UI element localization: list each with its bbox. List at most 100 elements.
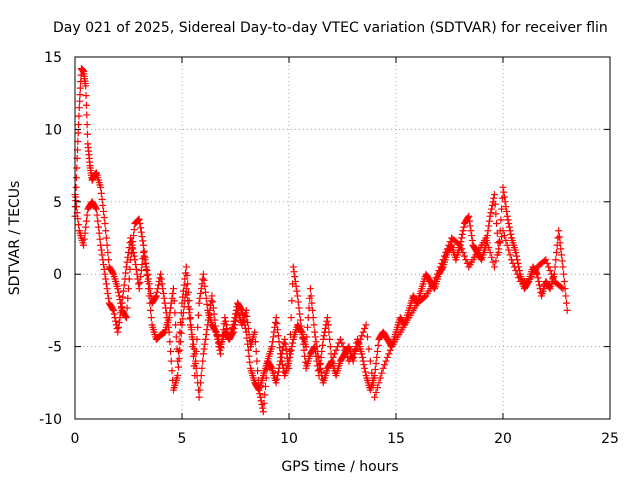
data-point bbox=[102, 227, 110, 235]
data-point bbox=[82, 92, 90, 100]
data-point bbox=[435, 267, 443, 275]
data-point bbox=[545, 263, 553, 271]
axis-ticks: 0 5 10 15 20 25 -10 -5 0 5 10 15 bbox=[39, 50, 619, 447]
data-point bbox=[102, 275, 110, 283]
data-point bbox=[442, 248, 450, 256]
data-point bbox=[498, 205, 506, 213]
data-point bbox=[115, 292, 123, 300]
data-point bbox=[97, 246, 105, 254]
data-point bbox=[245, 352, 253, 360]
data-point bbox=[261, 382, 269, 390]
data-point bbox=[545, 283, 553, 291]
data-point bbox=[512, 248, 520, 256]
data-point bbox=[351, 346, 359, 354]
data-point bbox=[379, 364, 387, 372]
data-point bbox=[100, 213, 108, 221]
data-point bbox=[286, 353, 294, 361]
data-point bbox=[128, 241, 136, 249]
data-point bbox=[199, 275, 207, 283]
data-point bbox=[281, 340, 289, 348]
data-point bbox=[314, 347, 322, 355]
data-point bbox=[115, 318, 123, 326]
data-point bbox=[122, 314, 130, 322]
data-point bbox=[433, 270, 441, 278]
data-point bbox=[167, 347, 175, 355]
data-point bbox=[153, 288, 161, 296]
data-point bbox=[276, 344, 284, 352]
data-point bbox=[133, 270, 141, 278]
data-point bbox=[92, 204, 100, 212]
data-point bbox=[361, 364, 369, 372]
data-point bbox=[198, 364, 206, 372]
data-point bbox=[208, 292, 216, 300]
data-point bbox=[243, 312, 251, 320]
data-point bbox=[96, 235, 104, 243]
data-point bbox=[119, 293, 127, 301]
data-point bbox=[376, 374, 384, 382]
data-point bbox=[112, 317, 120, 325]
data-point bbox=[102, 234, 110, 242]
y-tick-label: -10 bbox=[39, 412, 62, 428]
data-point bbox=[554, 234, 562, 242]
data-point bbox=[244, 340, 252, 348]
data-point bbox=[131, 256, 139, 264]
data-point bbox=[431, 277, 439, 285]
data-point bbox=[560, 270, 568, 278]
data-point bbox=[297, 327, 305, 335]
y-axis-title: SDTVAR / TECUs bbox=[7, 181, 23, 296]
data-point bbox=[175, 355, 183, 363]
data-point bbox=[169, 290, 177, 298]
data-point bbox=[81, 229, 89, 237]
data-point bbox=[201, 340, 209, 348]
data-point bbox=[256, 390, 264, 398]
data-point bbox=[230, 317, 238, 325]
data-point bbox=[506, 227, 514, 235]
data-point bbox=[504, 216, 512, 224]
data-point bbox=[162, 304, 170, 312]
data-point bbox=[83, 130, 91, 138]
data-point bbox=[488, 205, 496, 213]
data-point bbox=[199, 350, 207, 358]
data-point bbox=[508, 256, 516, 264]
data-point bbox=[304, 323, 312, 331]
data-point bbox=[231, 314, 239, 322]
data-point bbox=[288, 343, 296, 351]
data-point bbox=[323, 317, 331, 325]
data-point bbox=[152, 293, 160, 301]
data-point bbox=[237, 305, 245, 313]
data-point bbox=[199, 357, 207, 365]
data-point bbox=[205, 311, 213, 319]
data-point bbox=[500, 232, 508, 240]
data-point bbox=[493, 220, 501, 228]
data-point bbox=[534, 274, 542, 282]
data-point bbox=[241, 325, 249, 332]
data-point bbox=[76, 91, 84, 99]
data-point bbox=[122, 312, 130, 320]
data-point bbox=[359, 328, 367, 336]
data-point bbox=[502, 236, 510, 244]
data-point bbox=[172, 321, 180, 329]
data-point bbox=[141, 256, 149, 264]
data-point bbox=[383, 353, 391, 361]
data-point bbox=[492, 257, 500, 265]
data-point bbox=[505, 223, 513, 231]
data-point bbox=[126, 265, 134, 273]
data-point bbox=[302, 343, 310, 351]
series-1 bbox=[71, 65, 571, 416]
data-point bbox=[551, 263, 559, 271]
data-point bbox=[147, 314, 155, 322]
data-point bbox=[549, 274, 557, 282]
data-point bbox=[103, 241, 111, 249]
data-point bbox=[182, 263, 190, 271]
data-point bbox=[490, 191, 498, 199]
data-point bbox=[97, 183, 105, 191]
data-point bbox=[136, 279, 144, 287]
data-point bbox=[160, 294, 168, 302]
data-point bbox=[101, 220, 109, 228]
data-point bbox=[195, 393, 203, 401]
data-point bbox=[375, 379, 383, 387]
data-point bbox=[95, 223, 103, 231]
data-point bbox=[328, 357, 336, 365]
data-point bbox=[197, 372, 205, 380]
data-point bbox=[316, 364, 324, 372]
